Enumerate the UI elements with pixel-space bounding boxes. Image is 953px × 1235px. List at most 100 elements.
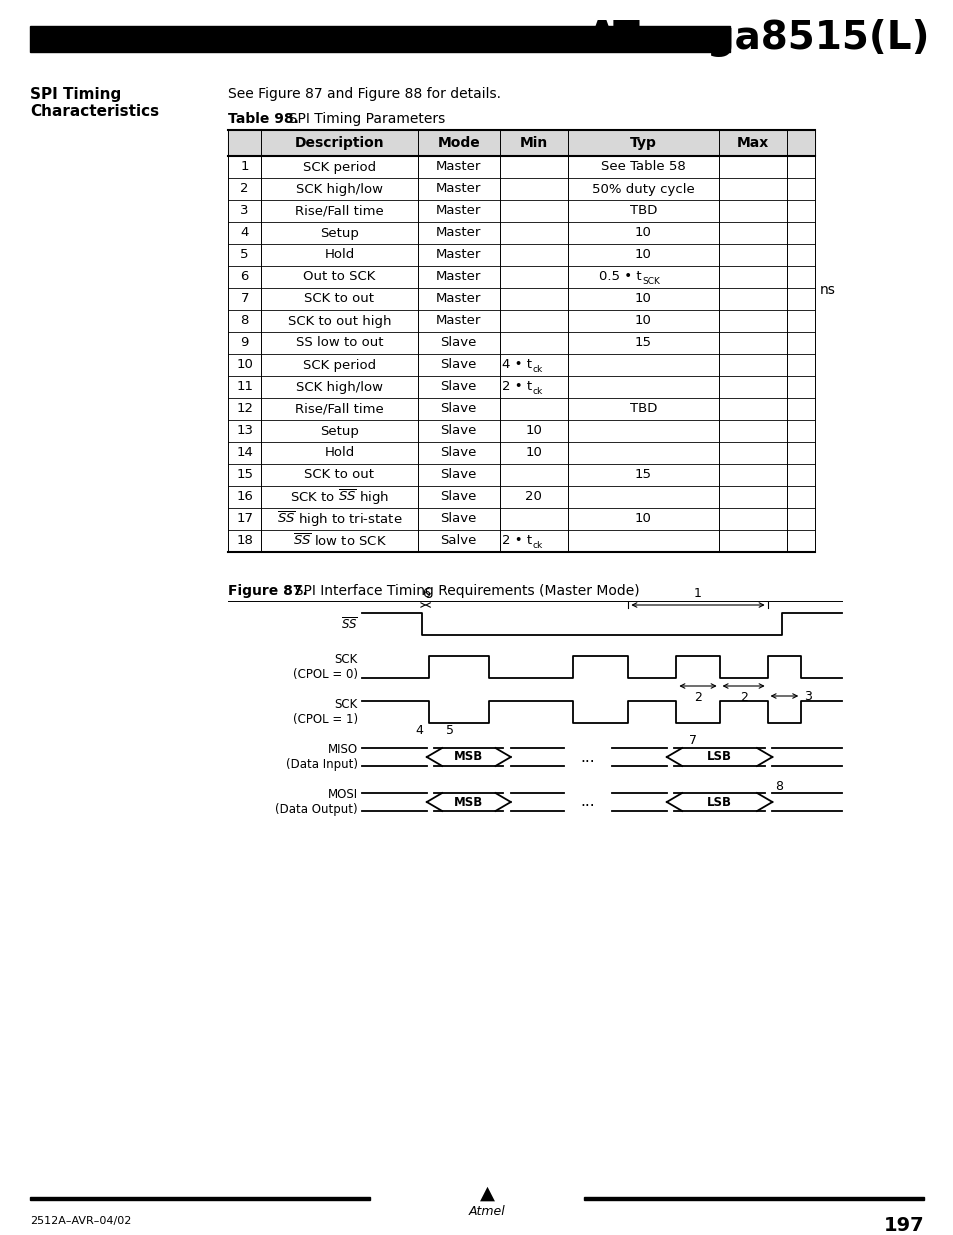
Text: SCK to out high: SCK to out high xyxy=(288,315,391,327)
Text: 10: 10 xyxy=(635,293,651,305)
Text: SCK period: SCK period xyxy=(303,358,375,372)
Text: 9: 9 xyxy=(240,336,249,350)
Bar xyxy=(228,487,814,508)
Text: Master: Master xyxy=(436,270,481,284)
Text: Typ: Typ xyxy=(629,136,657,149)
Text: Slave: Slave xyxy=(440,403,476,415)
Text: $\overline{SS}$ low to SCK: $\overline{SS}$ low to SCK xyxy=(293,532,386,550)
Bar xyxy=(228,354,814,375)
Bar xyxy=(228,156,814,178)
Text: 10: 10 xyxy=(635,315,651,327)
Text: SCK high/low: SCK high/low xyxy=(295,183,382,195)
Text: 5: 5 xyxy=(446,725,454,737)
Text: Master: Master xyxy=(436,226,481,240)
Text: Hold: Hold xyxy=(324,447,355,459)
Text: SPI Timing Parameters: SPI Timing Parameters xyxy=(280,112,445,126)
Text: Atmel: Atmel xyxy=(468,1205,505,1218)
Text: 2512A–AVR–04/02: 2512A–AVR–04/02 xyxy=(30,1216,132,1226)
Text: 15: 15 xyxy=(635,468,651,482)
Text: SCK high/low: SCK high/low xyxy=(295,380,382,394)
Text: Slave: Slave xyxy=(440,358,476,372)
Text: 1: 1 xyxy=(240,161,249,173)
Text: Out to SCK: Out to SCK xyxy=(303,270,375,284)
Text: See Figure 87 and Figure 88 for details.: See Figure 87 and Figure 88 for details. xyxy=(228,86,500,101)
Text: MSB: MSB xyxy=(454,795,483,809)
Text: Master: Master xyxy=(436,293,481,305)
Text: Setup: Setup xyxy=(319,226,358,240)
Text: Master: Master xyxy=(436,248,481,262)
Bar xyxy=(228,178,814,200)
Text: $\overline{SS}$ high to tri-state: $\overline{SS}$ high to tri-state xyxy=(276,509,402,529)
Bar xyxy=(228,375,814,398)
Text: ck: ck xyxy=(532,541,542,550)
Text: Figure 87.: Figure 87. xyxy=(228,584,308,598)
Text: 2: 2 xyxy=(694,692,701,704)
Text: MSB: MSB xyxy=(454,751,483,763)
Text: Slave: Slave xyxy=(440,336,476,350)
Text: ATmega8515(L): ATmega8515(L) xyxy=(586,19,929,57)
Text: SCK: SCK xyxy=(641,277,659,285)
Bar xyxy=(583,1197,923,1200)
Text: Characteristics: Characteristics xyxy=(30,104,159,119)
Text: MISO
(Data Input): MISO (Data Input) xyxy=(286,743,357,771)
Bar xyxy=(228,266,814,288)
Text: 11: 11 xyxy=(236,380,253,394)
Text: 4: 4 xyxy=(415,725,422,737)
Text: 10: 10 xyxy=(525,447,541,459)
Text: Setup: Setup xyxy=(319,425,358,437)
Bar xyxy=(228,310,814,332)
Text: 6: 6 xyxy=(421,587,429,600)
Text: 197: 197 xyxy=(882,1216,923,1235)
Text: MOSI
(Data Output): MOSI (Data Output) xyxy=(275,788,357,816)
Text: Slave: Slave xyxy=(440,468,476,482)
Text: 50% duty cycle: 50% duty cycle xyxy=(592,183,694,195)
Text: Rise/Fall time: Rise/Fall time xyxy=(294,403,383,415)
Text: 8: 8 xyxy=(240,315,249,327)
Bar xyxy=(228,464,814,487)
Text: Master: Master xyxy=(436,161,481,173)
Text: 12: 12 xyxy=(236,403,253,415)
Text: SCK to $\overline{SS}$ high: SCK to $\overline{SS}$ high xyxy=(290,488,389,506)
Text: ...: ... xyxy=(579,750,595,764)
Text: ck: ck xyxy=(532,364,542,373)
Text: 7: 7 xyxy=(688,734,697,746)
Text: SPI Interface Timing Requirements (Master Mode): SPI Interface Timing Requirements (Maste… xyxy=(286,584,639,598)
Bar xyxy=(228,200,814,222)
Text: 5: 5 xyxy=(240,248,249,262)
Text: Master: Master xyxy=(436,205,481,217)
Text: Slave: Slave xyxy=(440,380,476,394)
Bar xyxy=(228,508,814,530)
Text: Slave: Slave xyxy=(440,425,476,437)
Text: Table 98.: Table 98. xyxy=(228,112,298,126)
Text: 10: 10 xyxy=(635,226,651,240)
Text: Slave: Slave xyxy=(440,447,476,459)
Text: 3: 3 xyxy=(802,689,811,703)
Text: Rise/Fall time: Rise/Fall time xyxy=(294,205,383,217)
Text: Description: Description xyxy=(294,136,384,149)
Text: Salve: Salve xyxy=(440,535,476,547)
Text: TBD: TBD xyxy=(629,205,657,217)
Text: 13: 13 xyxy=(236,425,253,437)
Text: 4 • t: 4 • t xyxy=(501,357,531,370)
Text: 2: 2 xyxy=(240,183,249,195)
Bar xyxy=(228,222,814,245)
Text: Slave: Slave xyxy=(440,490,476,504)
Text: SS low to out: SS low to out xyxy=(295,336,383,350)
Text: $\overline{SS}$: $\overline{SS}$ xyxy=(341,616,357,632)
Text: Master: Master xyxy=(436,315,481,327)
Text: Hold: Hold xyxy=(324,248,355,262)
Text: 10: 10 xyxy=(635,248,651,262)
Text: 14: 14 xyxy=(236,447,253,459)
Bar xyxy=(30,1197,370,1200)
Text: 15: 15 xyxy=(635,336,651,350)
Text: SCK period: SCK period xyxy=(303,161,375,173)
Text: SCK to out: SCK to out xyxy=(304,293,375,305)
Text: ck: ck xyxy=(532,387,542,395)
Text: Mode: Mode xyxy=(436,136,479,149)
Bar xyxy=(228,288,814,310)
Bar xyxy=(228,420,814,442)
Bar xyxy=(228,530,814,552)
Text: ...: ... xyxy=(579,794,595,809)
Text: LSB: LSB xyxy=(706,751,731,763)
Text: 18: 18 xyxy=(236,535,253,547)
